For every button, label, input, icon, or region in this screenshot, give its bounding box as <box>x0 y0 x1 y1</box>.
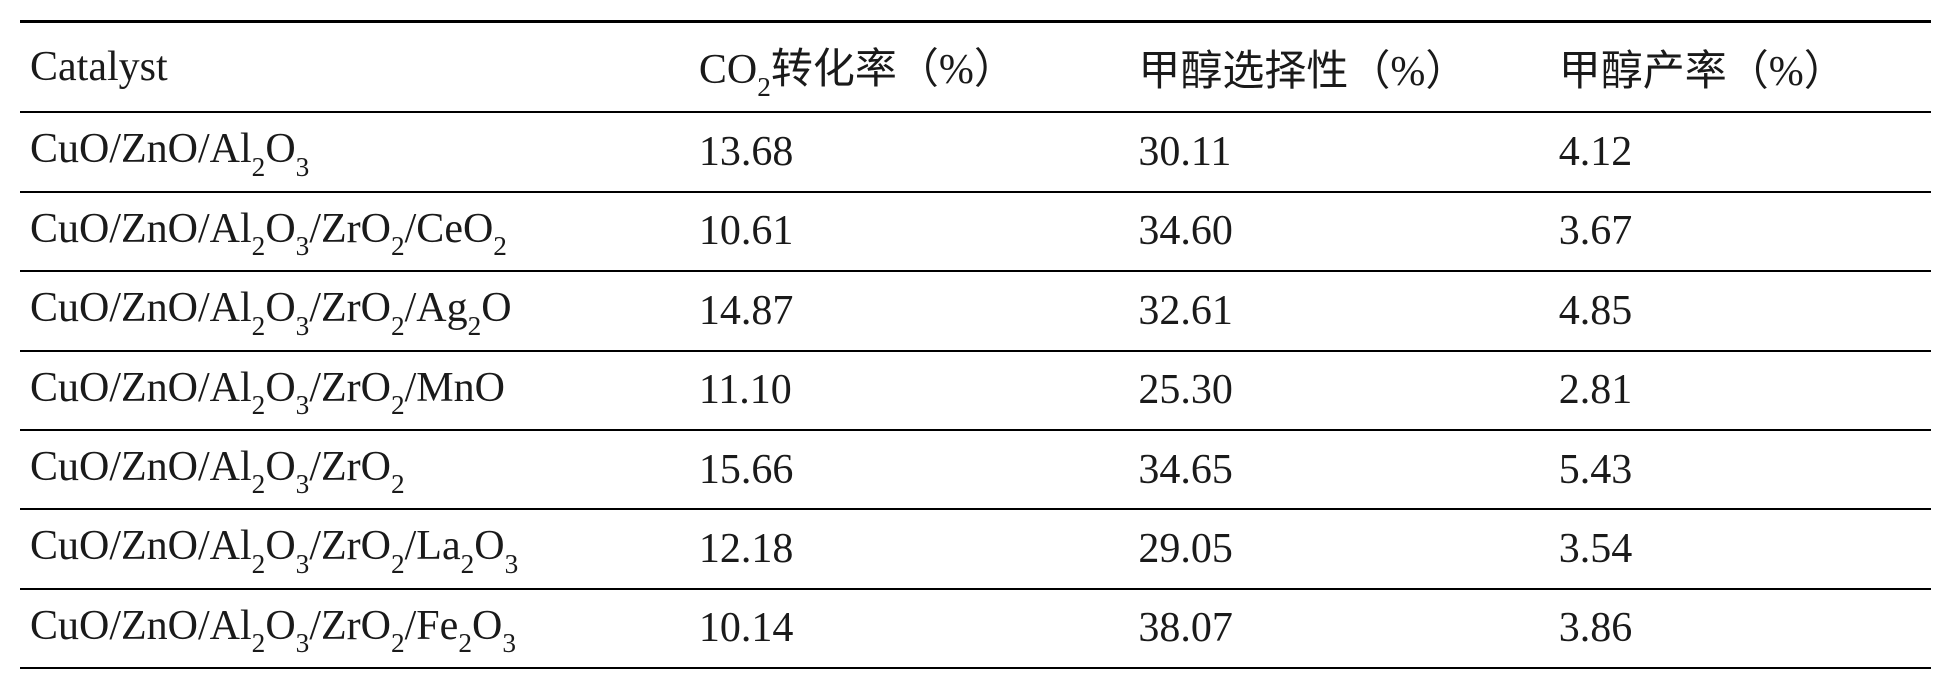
table-row: CuO/ZnO/Al2O3/ZrO2/CeO210.6134.603.67 <box>20 192 1931 271</box>
cell-methanol-selectivity: 38.07 <box>1128 589 1548 668</box>
cell-catalyst: CuO/ZnO/Al2O3/ZrO2/Ag2O <box>20 271 689 350</box>
table-row: CuO/ZnO/Al2O3/ZrO2/Fe2O310.1438.073.86 <box>20 589 1931 668</box>
cell-catalyst: CuO/ZnO/Al2O3/ZrO2/CeO2 <box>20 192 689 271</box>
cell-methanol-yield: 3.86 <box>1549 589 1931 668</box>
cell-catalyst: CuO/ZnO/Al2O3 <box>20 112 689 191</box>
cell-methanol-selectivity: 30.11 <box>1128 112 1548 191</box>
cell-methanol-yield: 3.67 <box>1549 192 1931 271</box>
cell-catalyst: CuO/ZnO/Al2O3/ZrO2/Fe2O3 <box>20 589 689 668</box>
cell-co2-conversion: 10.61 <box>689 192 1129 271</box>
table-row: CuO/ZnO/Al2O313.6830.114.12 <box>20 112 1931 191</box>
cell-co2-conversion: 13.68 <box>689 112 1129 191</box>
col-header-catalyst: Catalyst <box>20 22 689 113</box>
cell-methanol-selectivity: 32.61 <box>1128 271 1548 350</box>
cell-methanol-yield: 4.12 <box>1549 112 1931 191</box>
cell-co2-conversion: 11.10 <box>689 351 1129 430</box>
cell-co2-conversion: 10.14 <box>689 589 1129 668</box>
table-row: CuO/ZnO/Al2O3/ZrO215.6634.655.43 <box>20 430 1931 509</box>
cell-methanol-selectivity: 29.05 <box>1128 509 1548 588</box>
col-header-methanol-selectivity: 甲醇选择性（%） <box>1128 22 1548 113</box>
cell-co2-conversion: 15.66 <box>689 430 1129 509</box>
table-header-row: Catalyst CO2转化率（%） 甲醇选择性（%） 甲醇产率（%） <box>20 22 1931 113</box>
cell-catalyst: CuO/ZnO/Al2O3/ZrO2 <box>20 430 689 509</box>
cell-methanol-yield: 4.85 <box>1549 271 1931 350</box>
cell-methanol-yield: 3.54 <box>1549 509 1931 588</box>
catalyst-table: Catalyst CO2转化率（%） 甲醇选择性（%） 甲醇产率（%） CuO/… <box>20 20 1931 669</box>
cell-catalyst: CuO/ZnO/Al2O3/ZrO2/MnO <box>20 351 689 430</box>
col-header-co2-conversion: CO2转化率（%） <box>689 22 1129 113</box>
cell-catalyst: CuO/ZnO/Al2O3/ZrO2/La2O3 <box>20 509 689 588</box>
cell-methanol-selectivity: 34.60 <box>1128 192 1548 271</box>
table-row: CuO/ZnO/Al2O3/ZrO2/Ag2O14.8732.614.85 <box>20 271 1931 350</box>
table-row: CuO/ZnO/Al2O3/ZrO2/La2O312.1829.053.54 <box>20 509 1931 588</box>
col-header-methanol-yield: 甲醇产率（%） <box>1549 22 1931 113</box>
table-row: CuO/ZnO/Al2O3/ZrO2/MnO11.1025.302.81 <box>20 351 1931 430</box>
cell-methanol-selectivity: 34.65 <box>1128 430 1548 509</box>
cell-methanol-selectivity: 25.30 <box>1128 351 1548 430</box>
table-body: CuO/ZnO/Al2O313.6830.114.12CuO/ZnO/Al2O3… <box>20 112 1931 668</box>
cell-methanol-yield: 5.43 <box>1549 430 1931 509</box>
cell-methanol-yield: 2.81 <box>1549 351 1931 430</box>
cell-co2-conversion: 14.87 <box>689 271 1129 350</box>
cell-co2-conversion: 12.18 <box>689 509 1129 588</box>
